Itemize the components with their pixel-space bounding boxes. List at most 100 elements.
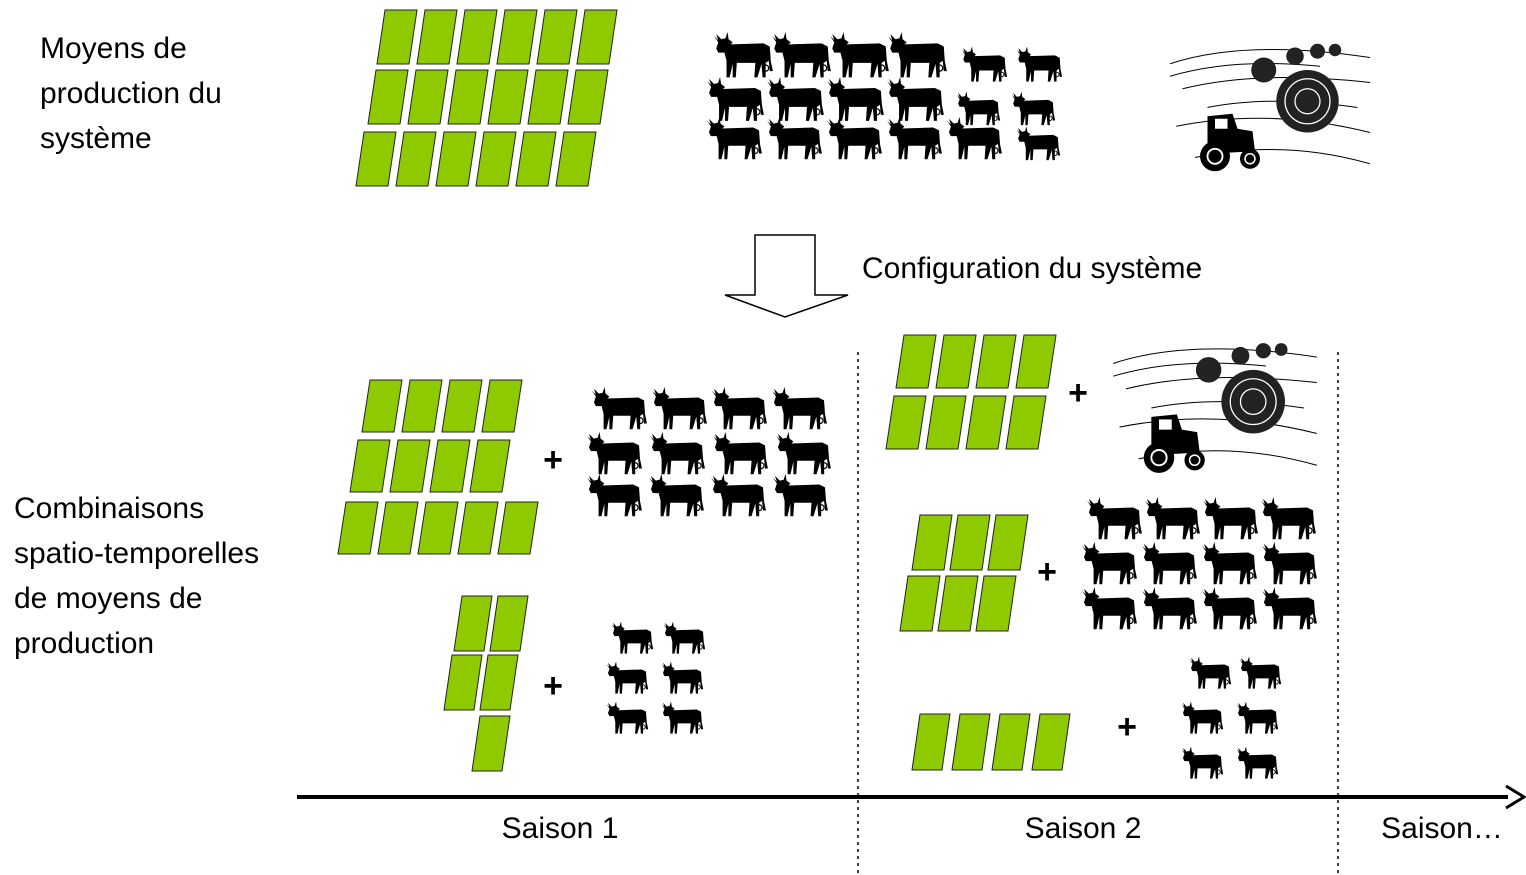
field-plot <box>362 380 402 432</box>
cow-icon <box>652 387 707 429</box>
field-plot <box>378 502 418 554</box>
time-axis-arrow <box>1506 786 1524 808</box>
cow-icon <box>1240 656 1282 688</box>
field-plot <box>480 655 518 710</box>
field-plot <box>896 335 936 388</box>
field-plot <box>390 440 430 492</box>
field-plot <box>417 10 457 64</box>
field-plot <box>936 335 976 388</box>
cow-icon <box>1082 587 1137 629</box>
cow-icon <box>1142 542 1197 584</box>
farm-illustration <box>1113 343 1317 473</box>
cow-icon <box>713 432 768 474</box>
field-plot <box>950 515 990 570</box>
field-plot <box>1032 714 1070 770</box>
cow-icon <box>1087 497 1142 539</box>
cow-icon <box>776 432 831 474</box>
header-text: Moyens de production du système <box>40 32 222 155</box>
field-plot <box>402 380 442 432</box>
cow-icon <box>587 474 642 516</box>
plus-sign: + <box>543 667 563 705</box>
field-plot <box>430 440 470 492</box>
cow-icon <box>607 701 649 733</box>
field-plot <box>476 132 516 186</box>
cow-icon <box>607 661 649 693</box>
field-plot <box>350 440 390 492</box>
field-plot <box>556 132 596 186</box>
cow-icon <box>712 387 767 429</box>
field-plot <box>470 440 510 492</box>
cow-icon <box>1203 497 1258 539</box>
field-plot <box>368 70 408 124</box>
field-plot <box>976 335 1016 388</box>
field-plot <box>992 714 1030 770</box>
header-line: système <box>40 122 152 155</box>
cow-icon <box>1190 656 1232 688</box>
cow-icon <box>888 32 947 77</box>
cow-icon <box>707 77 764 121</box>
cow-icon <box>957 92 1001 126</box>
combinations-line: Combinaisons <box>14 492 204 525</box>
cow-icon <box>772 387 827 429</box>
cow-icon <box>1237 701 1279 733</box>
cow-icon <box>612 621 654 653</box>
cow-icon <box>962 47 1007 82</box>
field-plot <box>528 70 568 124</box>
cow-icon <box>650 432 705 474</box>
header-line: production du <box>40 77 222 110</box>
cow-icon <box>887 77 944 121</box>
combinations-line: spatio-temporelles <box>14 537 259 570</box>
field-plot <box>498 502 538 554</box>
cow-icon <box>707 117 762 159</box>
combinations-line: de moyens de <box>14 582 202 615</box>
field-plot <box>418 502 458 554</box>
field-plot <box>976 576 1016 631</box>
season-label: Saison 2 <box>1025 812 1142 845</box>
field-plot <box>537 10 577 64</box>
season-label: Saison… <box>1381 812 1503 845</box>
cow-icon <box>1012 92 1056 126</box>
cow-icon <box>827 77 884 121</box>
field-plot <box>1016 335 1056 388</box>
field-plot <box>900 576 940 631</box>
field-plot <box>568 70 608 124</box>
cow-icon <box>662 661 704 693</box>
field-plot <box>497 10 537 64</box>
cow-icon <box>767 77 824 121</box>
cow-icon <box>649 474 704 516</box>
field-plot <box>457 10 497 64</box>
field-plot <box>966 396 1006 449</box>
cow-icon <box>1261 497 1316 539</box>
field-plot <box>926 396 966 449</box>
field-plot <box>912 714 950 770</box>
plus-sign: + <box>1117 708 1137 746</box>
field-plot <box>444 655 482 710</box>
field-plot <box>938 576 978 631</box>
cow-icon <box>1082 542 1137 584</box>
field-plot <box>356 132 396 186</box>
cow-icon <box>887 117 942 159</box>
cow-icon <box>767 117 822 159</box>
cow-icon <box>1017 127 1061 161</box>
field-plot <box>458 502 498 554</box>
field-plot <box>442 380 482 432</box>
diagram: Moyens de production du système Configur… <box>0 0 1526 875</box>
farm-illustration <box>1170 44 1370 172</box>
field-plot <box>988 515 1028 570</box>
cow-icon <box>1182 746 1224 778</box>
cow-icon <box>827 117 882 159</box>
cow-icon <box>1262 587 1317 629</box>
cow-icon <box>1145 497 1200 539</box>
field-plot <box>396 132 436 186</box>
cow-icon <box>662 701 704 733</box>
cow-icon <box>772 32 831 77</box>
cow-icon <box>1142 587 1197 629</box>
field-plot <box>436 132 476 186</box>
configuration-label: Configuration du système <box>862 252 1202 285</box>
cow-icon <box>1202 542 1257 584</box>
field-plot <box>1006 396 1046 449</box>
field-plot <box>454 596 492 651</box>
cow-icon <box>714 32 773 77</box>
plus-sign: + <box>1037 553 1057 591</box>
cow-icon <box>773 474 828 516</box>
